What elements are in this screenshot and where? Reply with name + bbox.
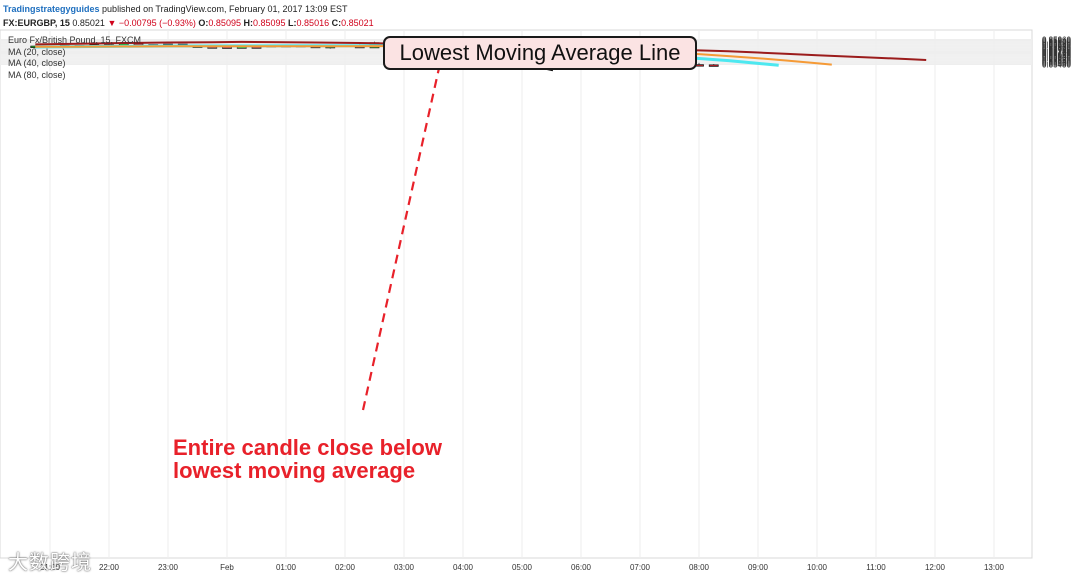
legend-ma20[interactable]: MA (20, close)	[8, 46, 66, 57]
x-tick-label: 13:00	[984, 563, 1005, 572]
callout-text: Lowest Moving Average Line	[399, 40, 681, 65]
y-tick-label: 0.85800	[1042, 44, 1071, 53]
y-tick-label: 0.85760	[1042, 46, 1071, 55]
x-tick-label: 10:00	[807, 563, 828, 572]
x-tick-label: 05:00	[512, 563, 533, 572]
candle-body	[708, 64, 719, 67]
high-label: H:	[243, 18, 253, 28]
chart-header: Tradingstrategyguides published on Tradi…	[3, 2, 374, 30]
y-tick-label: 0.85700	[1042, 49, 1071, 58]
watermark: 大数跨境	[8, 546, 92, 575]
x-tick-label: 11:00	[866, 563, 886, 572]
y-tick-label: 0.85880	[1042, 40, 1071, 49]
publish-info: published on TradingView.com, February 0…	[102, 4, 348, 14]
x-tick-label: 02:00	[335, 563, 356, 572]
annotation-line-2: lowest moving average	[173, 458, 416, 483]
annotation-line-1: Entire candle close below	[173, 435, 442, 460]
high-value: 0.85095	[252, 18, 286, 28]
close-label: C:	[331, 18, 342, 28]
open-value: 0.85095	[208, 18, 241, 28]
price-change: ▼ −0.00795 (−0.93%)	[107, 18, 196, 28]
y-tick-label: 0.85720	[1042, 48, 1071, 57]
author-link[interactable]: Tradingstrategyguides	[3, 4, 100, 14]
x-tick-label: 03:00	[394, 563, 415, 572]
y-tick-label: 0.85540	[1042, 57, 1071, 66]
x-tick-label: 12:00	[925, 563, 946, 572]
watermark-text: 大数跨境	[8, 552, 92, 574]
y-tick-label: 0.85900	[1042, 39, 1071, 48]
y-tick-label: 0.85940	[1042, 37, 1071, 46]
y-tick-label: 0.85740	[1042, 47, 1071, 56]
time-axis: 21:00 22:00 23:00 Feb 01:00 02:00 03:00 04:00 05…	[40, 563, 1005, 572]
x-tick-label: 21:00	[40, 563, 61, 572]
legend-ma40[interactable]: MA (40, close)	[8, 58, 66, 68]
candle-down	[708, 64, 719, 67]
y-tick-label: 0.85680	[1042, 50, 1071, 59]
open-label: O:	[198, 18, 209, 28]
y-tick-label: 0.85600	[1042, 54, 1071, 63]
y-tick-label: 0.85840	[1042, 42, 1071, 51]
chart-legend: Euro Fx/British Pound, 15, FXCM MA (20, …	[8, 35, 141, 81]
y-tick-label: 0.85960	[1042, 36, 1071, 45]
x-tick-label: 04:00	[453, 563, 474, 572]
x-tick-label: 23:00	[158, 563, 179, 572]
callout-lowest-ma: Lowest Moving Average Line	[383, 36, 697, 70]
x-tick-label: 22:00	[99, 563, 120, 572]
y-tick-label: 0.85640	[1042, 52, 1071, 61]
plot-border	[0, 29, 1033, 559]
low-value: 0.85016	[296, 18, 330, 28]
legend-title: Euro Fx/British Pound, 15, FXCM	[8, 35, 142, 45]
annotation-pointers	[361, 44, 554, 411]
y-tick-label: 0.85620	[1042, 53, 1071, 62]
y-tick-label: 0.85860	[1042, 41, 1071, 50]
annotation-text: Entire candle close below lowest moving …	[173, 436, 442, 482]
x-tick-label: 07:00	[630, 563, 651, 572]
x-tick-label: Feb	[220, 563, 234, 572]
low-label: L:	[288, 18, 297, 28]
close-value: 0.85021	[341, 18, 374, 28]
x-tick-label: 06:00	[571, 563, 592, 572]
chart-grid	[0, 29, 1033, 559]
y-tick-label: 0.85480	[1042, 60, 1071, 69]
x-tick-label: 09:00	[748, 563, 769, 572]
y-tick-label: 0.85520	[1042, 58, 1071, 67]
y-tick-label: 0.85560	[1042, 56, 1071, 65]
y-tick-label: 0.85500	[1042, 59, 1071, 68]
y-tick-label: 0.85580	[1042, 55, 1071, 64]
x-tick-label: 08:00	[689, 563, 710, 572]
symbol-label: FX:EURGBP, 15	[3, 18, 70, 28]
dashed-arrow-line	[361, 65, 441, 411]
price-axis: 0.859600.859400.859200.859000.858800.858…	[1042, 36, 1071, 70]
y-tick-label: 0.85920	[1042, 38, 1071, 47]
y-tick-label: 0.85660	[1042, 51, 1071, 60]
last-price: 0.85021	[72, 18, 105, 28]
y-tick-label: 0.85820	[1042, 43, 1071, 52]
legend-ma80[interactable]: MA (80, close)	[8, 69, 66, 80]
x-tick-label: 01:00	[276, 563, 297, 572]
y-tick-label: 0.85780	[1042, 45, 1071, 54]
